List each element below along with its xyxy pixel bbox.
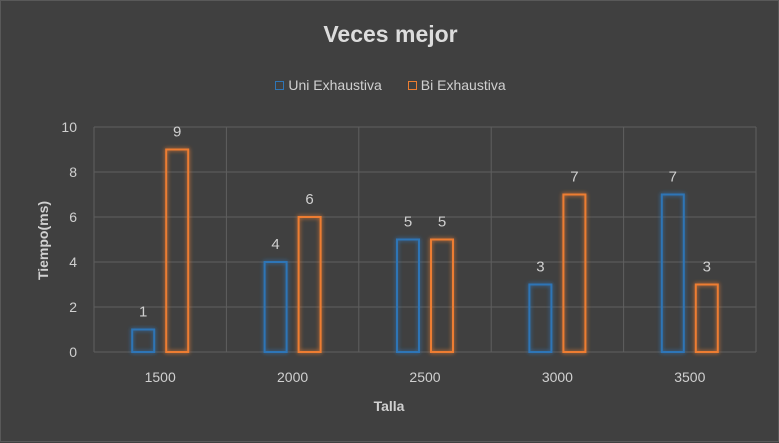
y-tick-label: 4 xyxy=(69,254,77,270)
bar xyxy=(131,328,156,353)
data-label: 6 xyxy=(305,191,313,208)
legend: Uni Exhaustiva Bi Exhaustiva xyxy=(1,77,779,93)
x-tick-label: 3000 xyxy=(542,369,573,385)
bar xyxy=(297,216,322,353)
x-tick-label: 2000 xyxy=(277,369,308,385)
data-label: 9 xyxy=(173,124,181,141)
bar xyxy=(263,261,288,353)
x-axis-title: Talla xyxy=(374,398,405,414)
bar xyxy=(430,238,454,353)
x-tick-label: 3500 xyxy=(674,369,705,385)
bar xyxy=(165,148,190,353)
bar xyxy=(396,238,420,353)
legend-label-bi: Bi Exhaustiva xyxy=(420,77,506,93)
data-label: 1 xyxy=(139,304,147,321)
legend-label-uni: Uni Exhaustiva xyxy=(288,77,382,93)
data-label: 4 xyxy=(271,236,279,253)
legend-swatch-uni xyxy=(275,80,285,90)
bar xyxy=(660,193,685,353)
data-label: 3 xyxy=(703,259,711,276)
chart-title: Veces mejor xyxy=(323,21,458,47)
y-tick-label: 0 xyxy=(69,344,77,360)
data-label: 3 xyxy=(536,259,544,276)
data-label: 5 xyxy=(404,214,412,231)
y-tick-label: 6 xyxy=(69,209,77,225)
y-tick-label: 10 xyxy=(61,119,77,135)
bar xyxy=(528,283,553,353)
legend-swatch-bi xyxy=(407,80,417,90)
y-axis-title: Tiempo(ms) xyxy=(35,201,51,280)
bar xyxy=(694,283,719,353)
data-label: 5 xyxy=(438,214,446,231)
legend-item-bi: Bi Exhaustiva xyxy=(407,77,506,93)
data-label: 7 xyxy=(570,169,578,186)
bar xyxy=(562,193,587,353)
y-tick-label: 2 xyxy=(69,299,77,315)
y-tick-label: 8 xyxy=(69,164,77,180)
x-tick-label: 2500 xyxy=(409,369,440,385)
legend-item-uni: Uni Exhaustiva xyxy=(275,77,382,93)
data-label: 7 xyxy=(669,169,677,186)
x-tick-label: 1500 xyxy=(145,369,176,385)
